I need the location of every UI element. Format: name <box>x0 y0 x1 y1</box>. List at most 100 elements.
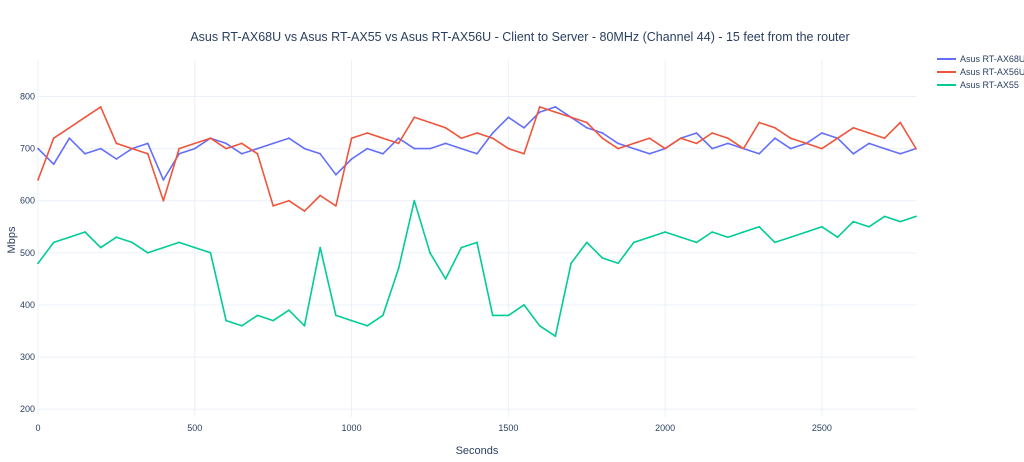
data-point-asus-rt-ax68u <box>162 179 165 181</box>
y-tick-label: 500 <box>20 248 35 258</box>
data-point-asus-rt-ax55 <box>836 236 839 239</box>
data-point-asus-rt-ax56u <box>335 205 337 207</box>
data-point-asus-rt-ax55 <box>209 251 212 254</box>
data-point-asus-rt-ax56u <box>664 147 666 150</box>
y-tick-label: 300 <box>20 352 35 362</box>
data-point-asus-rt-ax55 <box>350 319 353 322</box>
data-point-asus-rt-ax68u <box>695 132 698 134</box>
data-point-asus-rt-ax56u <box>648 137 651 140</box>
data-point-asus-rt-ax55 <box>162 246 165 249</box>
data-point-asus-rt-ax55 <box>632 241 635 244</box>
data-point-asus-rt-ax55 <box>523 304 525 306</box>
data-point-asus-rt-ax56u <box>429 121 431 124</box>
legend-item-asus-rt-ax68u[interactable]: Asus RT-AX68U <box>937 54 1024 64</box>
data-point-asus-rt-ax55 <box>758 225 761 228</box>
legend-item-asus-rt-ax56u[interactable]: Asus RT-AX56U <box>937 67 1024 77</box>
data-point-asus-rt-ax68u <box>585 126 588 129</box>
data-point-asus-rt-ax56u <box>366 132 369 134</box>
data-point-asus-rt-ax56u <box>319 194 322 197</box>
data-point-asus-rt-ax55 <box>491 314 494 317</box>
data-point-asus-rt-ax55 <box>476 241 478 244</box>
data-point-asus-rt-ax55 <box>319 246 322 249</box>
y-tick-label: 700 <box>20 144 35 154</box>
data-point-asus-rt-ax55 <box>193 246 196 249</box>
data-point-asus-rt-ax56u <box>491 137 494 140</box>
legend-item-asus-rt-ax55[interactable]: Asus RT-AX55 <box>937 80 1019 90</box>
data-point-asus-rt-ax68u <box>852 152 855 155</box>
data-point-asus-rt-ax55 <box>648 236 651 239</box>
data-point-asus-rt-ax56u <box>240 142 243 145</box>
chart-title: Asus RT-AX68U vs Asus RT-AX55 vs Asus RT… <box>190 30 849 44</box>
data-point-asus-rt-ax68u <box>115 158 118 160</box>
legend-label: Asus RT-AX56U <box>960 67 1024 77</box>
data-point-asus-rt-ax55 <box>899 220 902 223</box>
data-point-asus-rt-ax56u <box>727 137 729 140</box>
data-point-asus-rt-ax56u <box>789 137 792 140</box>
data-point-asus-rt-ax55 <box>303 324 306 327</box>
data-point-asus-rt-ax56u <box>146 152 149 155</box>
data-point-asus-rt-ax68u <box>335 173 337 176</box>
data-point-asus-rt-ax55 <box>601 257 604 259</box>
y-axis-ticks: 200 300 400 500 600 700 800 <box>20 91 35 414</box>
y-tick-label: 400 <box>20 300 35 310</box>
data-point-asus-rt-ax55 <box>915 215 917 218</box>
data-point-asus-rt-ax68u <box>225 142 228 145</box>
data-point-asus-rt-ax56u <box>350 137 353 140</box>
data-point-asus-rt-ax56u <box>209 137 212 140</box>
data-point-asus-rt-ax56u <box>131 147 134 150</box>
x-tick-label: 1500 <box>498 423 518 433</box>
data-point-asus-rt-ax68u <box>476 152 478 155</box>
data-point-asus-rt-ax68u <box>883 147 886 150</box>
data-point-asus-rt-ax56u <box>52 137 55 140</box>
data-point-asus-rt-ax56u <box>523 152 525 155</box>
y-axis-label: Mbps <box>6 226 18 253</box>
data-point-asus-rt-ax56u <box>695 142 698 145</box>
data-point-asus-rt-ax55 <box>695 241 698 244</box>
x-tick-label: 2000 <box>655 423 675 433</box>
data-point-asus-rt-ax56u <box>178 147 181 150</box>
data-point-asus-rt-ax68u <box>397 137 400 140</box>
data-point-asus-rt-ax55 <box>554 335 557 338</box>
data-point-asus-rt-ax56u <box>868 132 870 134</box>
x-tick-label: 500 <box>187 423 202 433</box>
data-point-asus-rt-ax56u <box>272 205 275 207</box>
legend[interactable]: Asus RT-AX68U Asus RT-AX56U Asus RT-AX55 <box>937 54 1024 90</box>
data-point-asus-rt-ax68u <box>193 147 196 150</box>
data-point-asus-rt-ax68u <box>507 116 510 119</box>
series-asus-rt-ax55 <box>37 199 917 338</box>
data-point-asus-rt-ax56u <box>37 179 39 181</box>
data-point-asus-rt-ax68u <box>491 132 494 134</box>
data-point-asus-rt-ax68u <box>52 163 55 166</box>
data-point-asus-rt-ax56u <box>836 137 839 140</box>
data-point-asus-rt-ax55 <box>413 199 416 202</box>
data-point-asus-rt-ax68u <box>37 147 39 150</box>
y-tick-label: 800 <box>20 91 35 101</box>
data-point-asus-rt-ax68u <box>601 132 604 134</box>
data-point-asus-rt-ax56u <box>84 116 86 119</box>
data-point-asus-rt-ax55 <box>99 246 102 249</box>
data-point-asus-rt-ax68u <box>554 106 557 108</box>
data-point-asus-rt-ax56u <box>821 147 823 150</box>
data-point-asus-rt-ax56u <box>162 199 165 202</box>
data-point-asus-rt-ax55 <box>397 267 400 270</box>
data-point-asus-rt-ax55 <box>507 314 510 317</box>
data-point-asus-rt-ax55 <box>225 319 228 322</box>
data-point-asus-rt-ax55 <box>288 309 290 312</box>
data-point-asus-rt-ax55 <box>272 319 275 322</box>
data-point-asus-rt-ax68u <box>460 147 463 150</box>
data-point-asus-rt-ax55 <box>256 314 259 317</box>
data-point-asus-rt-ax68u <box>538 111 541 113</box>
data-point-asus-rt-ax55 <box>460 246 463 249</box>
data-point-asus-rt-ax56u <box>303 210 306 213</box>
data-point-asus-rt-ax68u <box>868 142 870 145</box>
data-point-asus-rt-ax68u <box>256 147 259 150</box>
data-point-asus-rt-ax55 <box>131 241 134 244</box>
x-tick-label: 1000 <box>342 423 362 433</box>
data-point-asus-rt-ax55 <box>789 236 792 239</box>
legend-label: Asus RT-AX68U <box>960 54 1024 64</box>
data-point-asus-rt-ax55 <box>727 236 729 239</box>
data-point-asus-rt-ax56u <box>225 147 228 150</box>
data-point-asus-rt-ax68u <box>68 137 71 140</box>
